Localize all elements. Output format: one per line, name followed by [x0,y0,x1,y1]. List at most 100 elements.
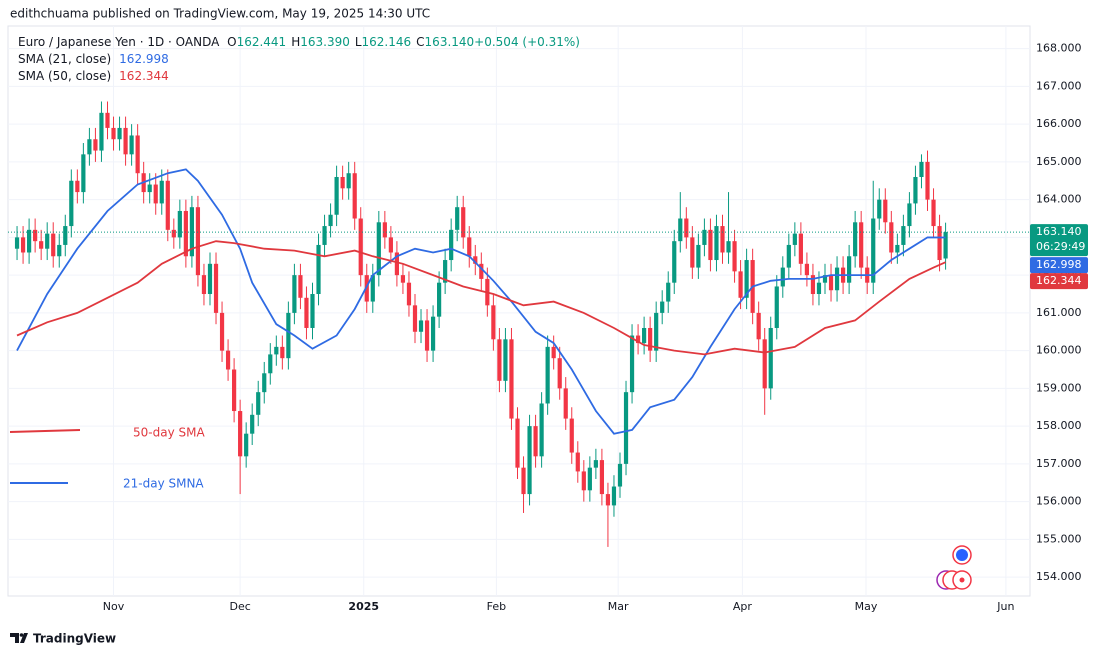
quote-key: H [291,35,300,49]
candle-body [780,267,785,287]
candle-body [93,139,98,151]
candle-body [557,358,562,389]
candle-body [334,176,339,215]
candle-body [87,139,92,155]
candle-body [39,241,44,249]
candle-body [738,271,743,298]
candle-body [672,241,677,283]
y-tick-label: 158.000 [1036,419,1082,432]
candle-body [280,346,285,359]
candle-body [859,222,864,268]
candle-body [298,275,303,298]
candle-body [437,282,442,317]
candle-body [256,392,261,415]
candle-body [913,176,918,204]
candle-body [889,222,894,253]
x-tick-label: Mar [608,600,629,613]
candle-body [461,207,466,238]
legend-value: 162.344 [119,69,169,83]
candle-body [310,294,315,328]
candle-body [883,199,888,223]
quote-value: 162.146 [362,35,412,49]
candle-body [382,222,387,238]
candle-body [714,226,719,261]
candle-body [931,199,936,227]
candle-body [473,256,478,264]
quote-value: 163.140 [425,35,475,49]
candle-body [20,237,26,253]
candle-body [322,226,327,245]
candle-body [804,263,810,276]
x-tick-label: 2025 [348,600,379,613]
candle-body [455,207,460,230]
candle-body [45,233,50,249]
candle-body [539,403,544,457]
x-tick-label: Feb [487,600,506,613]
candle-body [732,241,737,272]
marks [8,101,1030,547]
candle-body [708,229,713,261]
candle-body [822,275,828,283]
candle-body [123,127,128,155]
candle-body [117,127,122,140]
candle-body [69,180,74,227]
candle-body [135,135,140,174]
candle-body [726,241,731,253]
x-tick-label: Apr [733,600,753,613]
candle-body [316,244,321,295]
candle-body [925,161,930,200]
candle-body [406,282,412,306]
series-price-label: 162.344 [1036,274,1082,287]
quote-value: 162.441 [237,35,287,49]
annotation-line [9,429,81,433]
x-tick-label: May [855,600,878,613]
labels: 154.000 155.000 156.000 157.000 158.000 159.0… [103,42,1088,613]
candle-body [593,460,598,468]
annotation: 21-day SMNA [123,477,204,491]
legend-name: SMA (50, close) [18,69,111,83]
y-tick-label: 159.000 [1036,381,1082,394]
candle-body [51,233,56,257]
candle-body [340,176,345,189]
y-tick-label: 166.000 [1036,117,1082,130]
y-tick-label: 164.000 [1036,193,1082,206]
candle-body [684,218,689,238]
candle-body [605,494,611,506]
candle-body [762,339,767,389]
quote-value: +0.504 (+0.31%) [474,35,580,49]
y-tick-label: 168.000 [1036,42,1082,55]
candle-body [551,346,556,359]
candle-body [418,320,424,332]
quote: O162.441 H163.390 L162.146 C163.140+0.504 (… [227,35,580,49]
candle-body [27,229,32,253]
footer-logo [10,633,28,643]
candle-body [479,263,484,279]
candle-body [99,112,104,151]
candle-body [304,297,309,328]
candle-body [635,335,641,344]
y-tick-label: 167.000 [1036,79,1082,92]
footer: TradingView [33,632,116,646]
publisher: edithchuama published on TradingView.com… [10,7,430,21]
candle-body [623,392,629,464]
candle-body [919,161,924,177]
candle-body [57,244,62,257]
quote-key: L [355,35,362,49]
candle-body [286,312,291,359]
candle-body [268,354,273,374]
logo [19,633,24,637]
candle-body [244,433,249,457]
candle-body [678,218,683,242]
candle-body [394,252,400,276]
candle-body [611,486,617,506]
series-price-label: 162.998 [1036,258,1082,271]
legend-value: 162.998 [119,52,169,66]
candle-body [786,244,791,268]
candle-body [599,460,605,495]
legend: SMA (21, close) 162.998 SMA (50, close) 162… [9,52,205,491]
candle-body [690,237,695,268]
symbol: Euro / Japanese Yen · 1D · OANDA [18,35,220,49]
candle-body [527,426,532,495]
candle-body [828,275,834,291]
candle-body [943,232,948,259]
